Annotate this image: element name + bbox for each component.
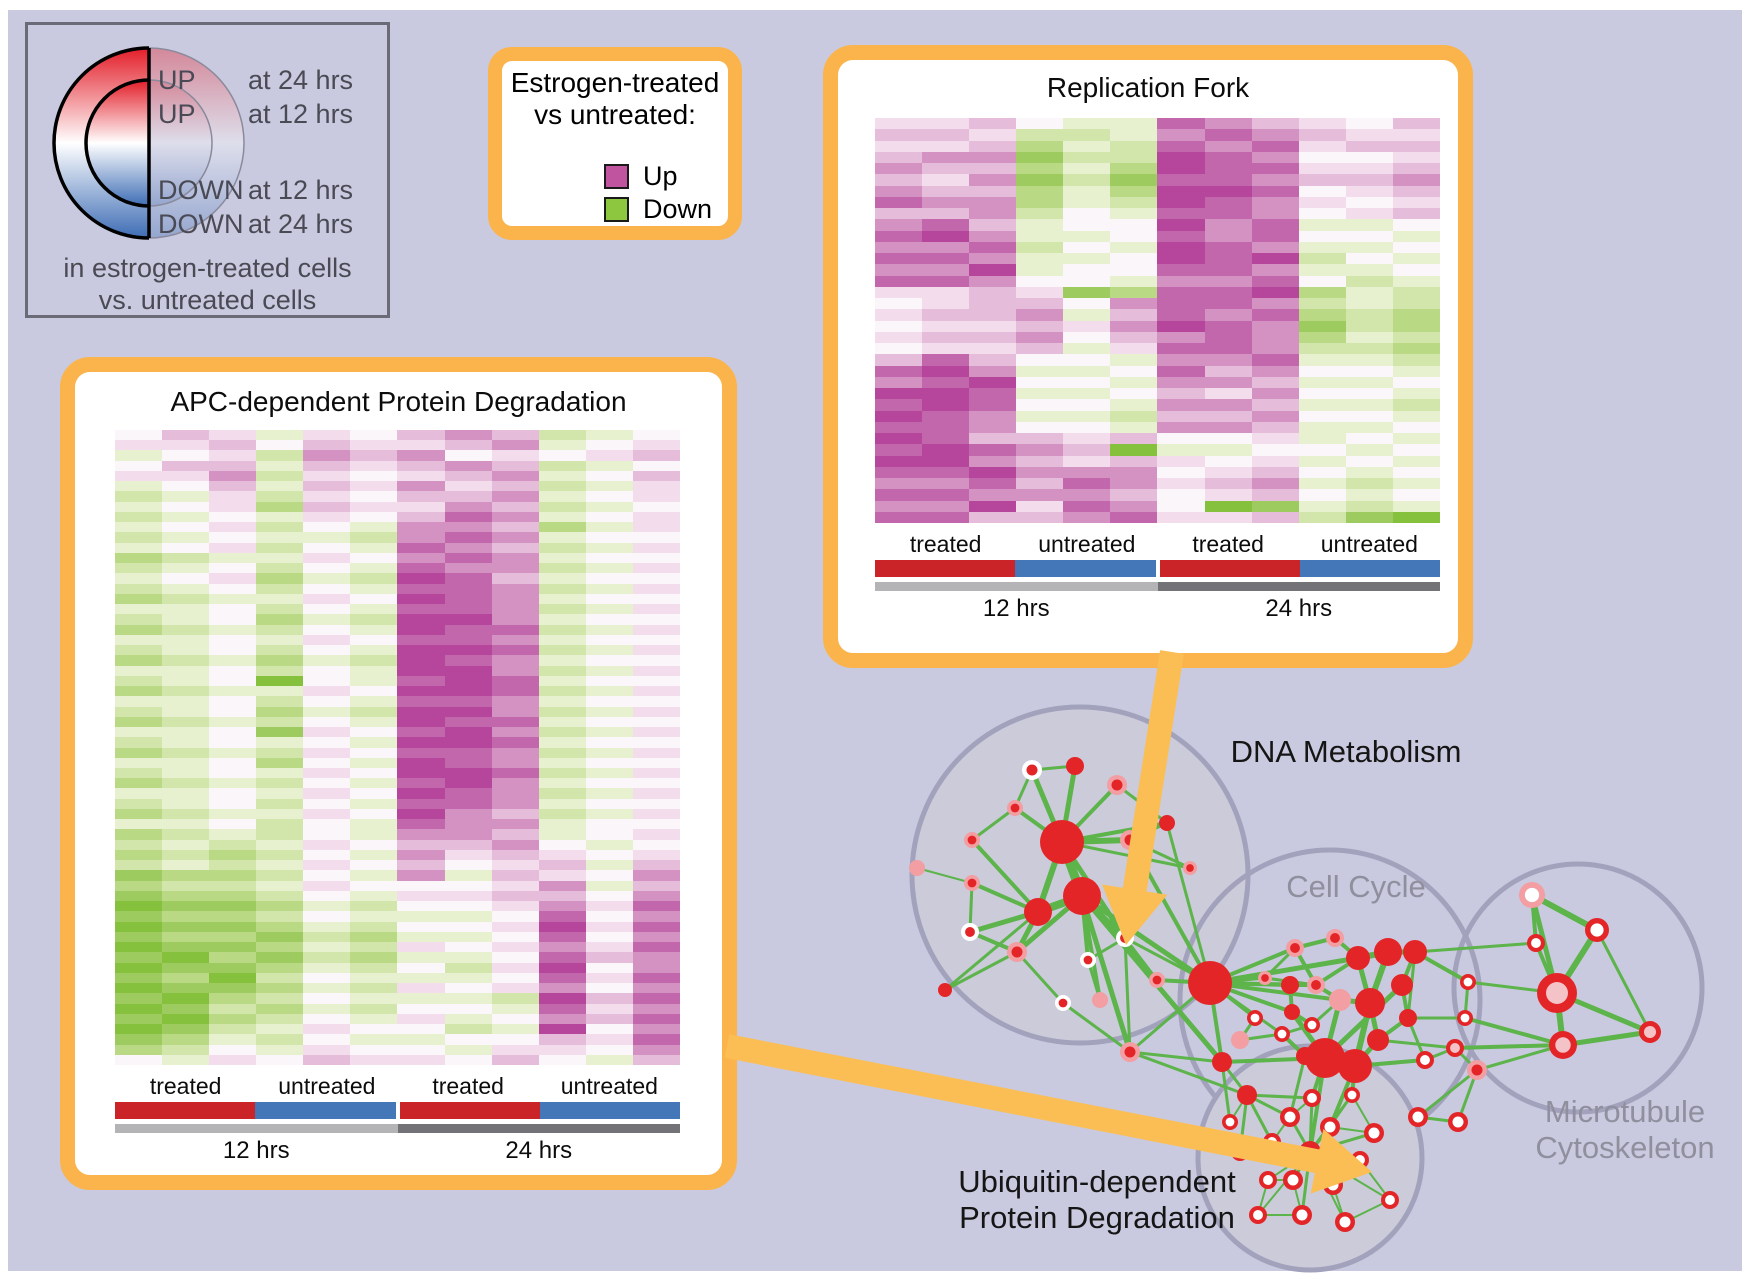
ring-legend-down-outer: DOWN [158, 209, 244, 239]
apc-degradation-panel: APC-dependent Protein Degradation treate… [60, 357, 737, 1190]
condition-color-bars [115, 1102, 680, 1119]
color-key-down-label: Down [643, 194, 713, 224]
ring-legend-time-24a: at 24 hrs [248, 65, 354, 95]
treated-bar [399, 1102, 540, 1119]
ring-legend-up-outer: UP [158, 65, 196, 95]
apc-degradation-title: APC-dependent Protein Degradation [170, 386, 627, 417]
untreated-bar [255, 1102, 396, 1119]
ring-legend-box: UP UP DOWN DOWN at 24 hrs at 12 hrs at 1… [25, 22, 390, 318]
condition-color-bars [875, 560, 1440, 577]
ring-legend-time-24b: at 24 hrs [248, 209, 354, 239]
color-key-box: Estrogen-treated vs untreated: Up Down [488, 47, 742, 240]
ring-gradient-icon [52, 46, 245, 240]
time-color-bars [875, 582, 1440, 591]
ring-legend-time-12a: at 12 hrs [248, 99, 354, 129]
untreated-bar [539, 1102, 680, 1119]
color-key-item-down: Down [604, 194, 712, 225]
color-key-up-label: Up [643, 161, 678, 191]
condition-labels: treated untreated treated untreated [909, 531, 1418, 557]
time-bar-24 [397, 1124, 680, 1133]
replication-fork-heatmap [875, 118, 1440, 523]
time-bar-12 [115, 1124, 398, 1133]
condition-labels: treated untreated treated untreated [149, 1073, 658, 1099]
down-swatch-icon [604, 197, 629, 222]
color-key-item-up: Up [604, 161, 678, 192]
untreated-bar [1299, 560, 1440, 577]
color-key-title-1: Estrogen-treated [510, 67, 720, 98]
apc-degradation-heatmap [115, 430, 680, 1065]
time-bar-24 [1157, 582, 1440, 591]
ring-legend-down-inner: DOWN [158, 175, 244, 205]
untreated-bar [1015, 560, 1156, 577]
time-labels: 12 hrs 24 hrs [222, 1137, 573, 1164]
replication-fork-title: Replication Fork [1046, 72, 1250, 103]
ring-legend-time-12b: at 12 hrs [248, 175, 354, 205]
ring-legend-up-inner: UP [158, 99, 196, 129]
time-color-bars [115, 1124, 680, 1133]
treated-bar [1159, 560, 1300, 577]
time-labels: 12 hrs 24 hrs [982, 595, 1333, 622]
color-key-title-2: vs untreated: [534, 99, 696, 130]
replication-fork-panel: Replication Fork treated untreated treat… [823, 45, 1473, 668]
treated-bar [115, 1102, 256, 1119]
treated-bar [875, 560, 1016, 577]
time-bar-12 [875, 582, 1158, 591]
ring-legend-caption-2: vs. untreated cells [98, 285, 317, 315]
up-swatch-icon [604, 164, 629, 189]
ring-legend-caption-1: in estrogen-treated cells [63, 253, 352, 283]
